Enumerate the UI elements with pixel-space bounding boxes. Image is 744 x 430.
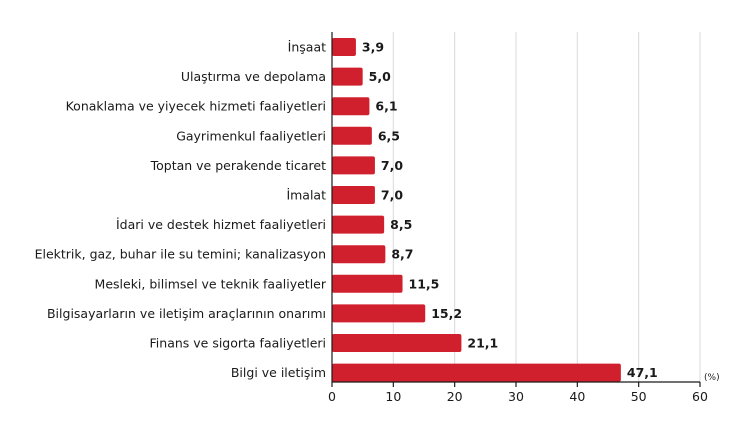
bar xyxy=(332,274,403,293)
category-label: Elektrik, gaz, buhar ile su temini; kana… xyxy=(35,247,326,262)
data-label: 5,0 xyxy=(369,69,391,84)
data-label: 7,0 xyxy=(381,188,403,203)
x-tick-label: 60 xyxy=(692,389,708,404)
category-labels: İnşaat Ulaştırma ve depolama Konaklama ve … xyxy=(35,40,327,381)
x-tick-label: 40 xyxy=(569,389,585,404)
category-label: İnşaat xyxy=(288,40,326,55)
x-tick-label: 0 xyxy=(328,389,336,404)
bar xyxy=(332,126,372,145)
bar xyxy=(332,245,386,264)
bar xyxy=(332,38,356,56)
x-tick-label: 20 xyxy=(447,389,463,404)
data-label: 21,1 xyxy=(467,336,498,351)
x-tick-label: 10 xyxy=(385,389,401,404)
x-axis-unit-label: (%) xyxy=(704,373,720,383)
data-label: 6,5 xyxy=(378,128,400,143)
category-label: Mesleki, bilimsel ve teknik faaliyetler xyxy=(95,276,327,291)
bar xyxy=(332,67,363,86)
x-tick-label: 30 xyxy=(508,389,524,404)
category-label: Gayrimenkul faaliyetleri xyxy=(176,128,326,143)
category-label: Bilgi ve iletişim xyxy=(231,365,326,380)
gridlines xyxy=(392,32,701,382)
bars xyxy=(332,38,621,382)
bar xyxy=(332,186,375,204)
category-label: Finans ve sigorta faaliyetleri xyxy=(150,336,326,351)
data-label: 47,1 xyxy=(627,365,658,380)
x-tick-label: 50 xyxy=(631,389,647,404)
category-label: Toptan ve perakende ticaret xyxy=(150,158,327,173)
data-label: 8,7 xyxy=(391,247,413,262)
category-label: Ulaştırma ve depolama xyxy=(181,69,326,84)
data-label: 8,5 xyxy=(390,217,412,232)
bar xyxy=(332,97,370,116)
bar xyxy=(332,215,385,234)
bar xyxy=(332,304,426,323)
data-label: 11,5 xyxy=(409,276,440,291)
data-label: 7,0 xyxy=(381,158,403,173)
bar xyxy=(332,363,621,382)
value-labels: 3,9 5,0 6,1 6,5 7,0 7,0 8,5 8,7 11,5 15,2 21,1 47,1 xyxy=(362,40,658,381)
bar xyxy=(332,156,375,175)
data-label: 3,9 xyxy=(362,40,384,55)
bar xyxy=(332,334,462,352)
x-axis-ticks: 0 10 20 30 40 50 60 xyxy=(328,382,708,404)
data-label: 15,2 xyxy=(431,306,462,321)
category-label: Bilgisayarların ve iletişim araçlarının … xyxy=(47,306,326,321)
category-label: İmalat xyxy=(286,188,326,203)
category-label: Konaklama ve yiyecek hizmeti faaliyetler… xyxy=(66,99,326,114)
category-label: İdari ve destek hizmet faaliyetleri xyxy=(116,217,326,232)
data-label: 6,1 xyxy=(375,99,397,114)
